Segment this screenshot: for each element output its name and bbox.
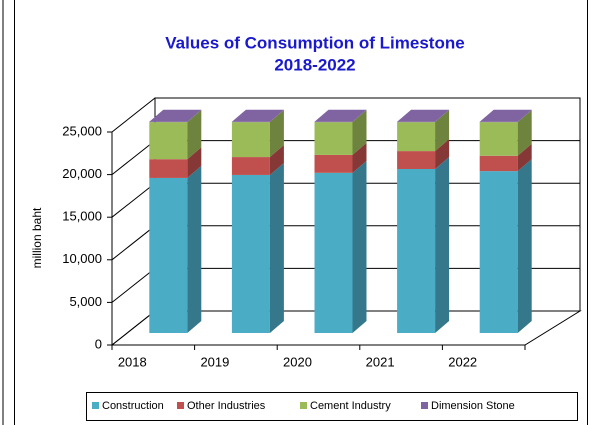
y-tick-label: 25,000 bbox=[62, 123, 102, 138]
legend-label: Construction bbox=[102, 400, 164, 412]
bar-side bbox=[435, 156, 450, 333]
y-tick-label: 0 bbox=[95, 336, 102, 351]
chart-title: Values of Consumption of Limestone bbox=[165, 33, 464, 52]
bar-top bbox=[314, 109, 367, 122]
bar-side bbox=[187, 109, 202, 123]
bar-side bbox=[517, 109, 532, 123]
bar-side bbox=[352, 160, 367, 333]
bar-segment bbox=[397, 168, 436, 333]
bar-side bbox=[352, 110, 367, 155]
bar-segment bbox=[231, 174, 270, 333]
legend-swatch bbox=[92, 402, 99, 409]
x-tick-label: 2019 bbox=[200, 354, 229, 369]
bar-segment bbox=[231, 157, 270, 175]
bar-segment bbox=[479, 155, 518, 172]
legend-swatch bbox=[421, 402, 428, 409]
bar-side bbox=[187, 165, 202, 333]
bar-side bbox=[435, 139, 450, 169]
bar-segment bbox=[314, 172, 353, 333]
chart-subtitle: 2018-2022 bbox=[274, 55, 355, 74]
bar-segment bbox=[149, 177, 188, 333]
x-tick-label: 2021 bbox=[366, 354, 395, 369]
bar-side bbox=[517, 159, 532, 333]
bar-top bbox=[149, 109, 202, 122]
bar-side bbox=[269, 145, 284, 175]
x-tick-label: 2018 bbox=[118, 354, 147, 369]
y-tick-label: 15,000 bbox=[62, 209, 102, 224]
bar-side bbox=[187, 147, 202, 178]
bar-segment bbox=[479, 171, 518, 333]
y-tick-label: 10,000 bbox=[62, 251, 102, 266]
bar-top bbox=[231, 109, 284, 122]
y-axis-label: million baht bbox=[30, 207, 44, 268]
legend-swatch bbox=[300, 402, 307, 409]
bar-side bbox=[269, 109, 284, 123]
bar-top bbox=[479, 109, 532, 122]
bar-segment bbox=[314, 154, 353, 173]
legend-label: Cement Industry bbox=[310, 400, 391, 412]
bar-side bbox=[435, 109, 450, 123]
y-tick-label: 5,000 bbox=[69, 294, 102, 309]
x-tick-label: 2022 bbox=[448, 354, 477, 369]
bar-side bbox=[269, 110, 284, 158]
legend bbox=[86, 392, 578, 421]
bar-segment bbox=[314, 122, 353, 155]
x-tick-label: 2020 bbox=[283, 354, 312, 369]
chart-border bbox=[14, 0, 588, 425]
bar-top bbox=[397, 109, 450, 122]
legend-label: Other Industries bbox=[187, 400, 266, 412]
bar-side bbox=[269, 162, 284, 333]
bar-side bbox=[517, 143, 532, 172]
legend-label: Dimension Stone bbox=[431, 400, 515, 412]
legend-swatch bbox=[177, 402, 184, 409]
y-tick-label: 20,000 bbox=[62, 166, 102, 181]
bar-side bbox=[435, 110, 450, 152]
bar-segment bbox=[397, 122, 436, 152]
bar-side bbox=[352, 142, 367, 173]
bar-segment bbox=[231, 122, 270, 158]
bar-segment bbox=[149, 122, 188, 160]
bar-segment bbox=[479, 122, 518, 156]
bar-side bbox=[187, 110, 202, 160]
grid-line bbox=[111, 97, 580, 133]
bar-side bbox=[352, 109, 367, 123]
bar-side bbox=[517, 110, 532, 156]
bar-segment bbox=[397, 151, 436, 169]
bar-segment bbox=[149, 159, 188, 178]
